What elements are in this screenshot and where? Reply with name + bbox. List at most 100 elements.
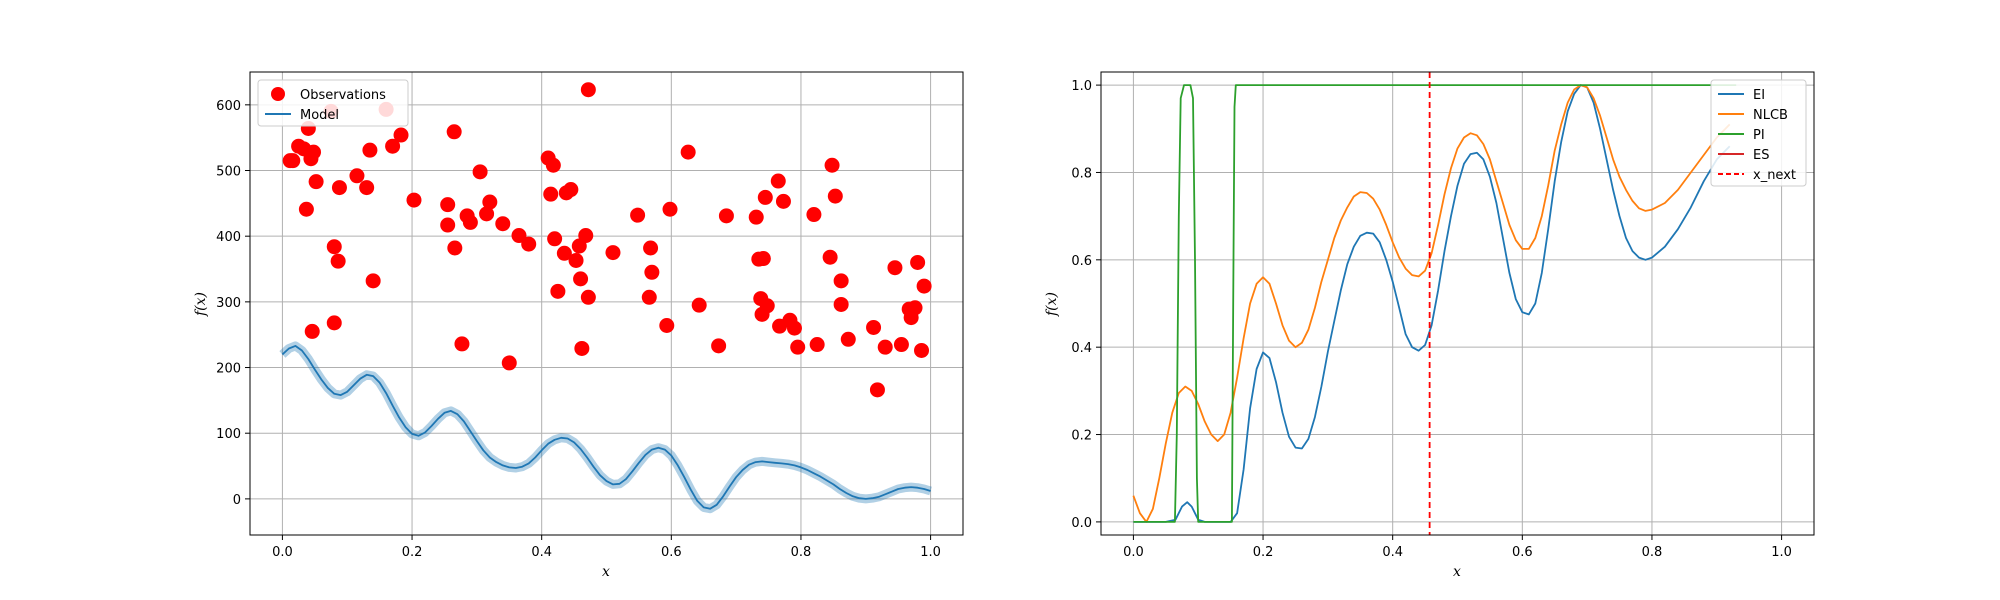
observation-point <box>907 300 923 316</box>
y-tick-label: 300 <box>216 296 241 311</box>
x-tick-label: 0.4 <box>1382 545 1403 560</box>
observation-point <box>833 296 849 312</box>
observation-point <box>605 245 621 261</box>
legend-label: ES <box>1753 148 1769 163</box>
y-tick-label: 0.6 <box>1071 254 1092 269</box>
observation-point <box>840 331 856 347</box>
observation-point <box>866 319 882 335</box>
legend-box <box>257 79 409 127</box>
observation-point <box>447 240 463 256</box>
observation-point <box>440 197 456 213</box>
acquisition-functions-chart: 0.0 0.2 0.4 0.6 0.8 1.0 0.0 0.2 0.4 0.6 0.8 1.0 x f… <box>1044 71 1815 580</box>
legend-label: x_next <box>1753 168 1796 183</box>
observation-point <box>662 201 678 217</box>
x-axis-label: x <box>1453 564 1461 580</box>
observation-point <box>550 283 566 299</box>
x-tick-label: 0.8 <box>791 545 812 560</box>
observation-point <box>556 245 572 261</box>
observation-point <box>308 174 324 190</box>
observation-point <box>298 201 314 217</box>
y-tick-label: 0.2 <box>1071 429 1092 444</box>
observation-point <box>578 228 594 244</box>
observation-point <box>472 164 488 180</box>
x-tick-label: 0.0 <box>1123 545 1144 560</box>
observation-point <box>406 192 422 208</box>
observation-point <box>462 214 478 230</box>
plot-frame <box>249 71 964 536</box>
observation-point <box>806 207 822 223</box>
y-axis-label: f(x) <box>1044 292 1060 317</box>
observation-point <box>545 157 561 173</box>
observation-point <box>809 337 825 353</box>
observation-point <box>718 208 734 224</box>
observation-point <box>893 337 909 353</box>
x-axis-label: x <box>602 564 610 580</box>
legend-box <box>1710 79 1807 187</box>
pi-line <box>1133 84 1737 523</box>
observation-point <box>573 271 589 287</box>
observation-point <box>887 260 903 276</box>
y-tick-label: 200 <box>216 362 241 377</box>
observation-point <box>393 127 409 143</box>
legend-label: PI <box>1753 128 1765 143</box>
observation-point <box>786 320 802 336</box>
x-tick-label: 0.6 <box>1512 545 1533 560</box>
observation-point <box>547 231 563 247</box>
data-marks <box>281 82 932 510</box>
observation-point <box>759 298 775 314</box>
plot-frame <box>1100 71 1815 536</box>
x-tick-label: 1.0 <box>1771 545 1792 560</box>
observation-point <box>641 289 657 305</box>
y-tick-label: 100 <box>216 427 241 442</box>
y-tick-label: 0.8 <box>1071 166 1092 181</box>
observation-point <box>359 180 375 196</box>
x-tick-label: 0.2 <box>1253 545 1274 560</box>
observation-point <box>306 144 322 160</box>
observation-point <box>362 142 378 158</box>
observation-point <box>644 264 660 280</box>
observation-point <box>869 382 885 398</box>
observation-point <box>827 188 843 204</box>
observation-point <box>580 82 596 98</box>
observation-point <box>454 336 470 352</box>
observation-point <box>833 273 849 289</box>
observation-point <box>757 189 773 205</box>
y-tick-label: 0.4 <box>1071 341 1092 356</box>
observation-point <box>914 342 930 358</box>
observation-point <box>877 339 893 355</box>
observation-point <box>659 318 675 334</box>
observation-point <box>440 217 456 233</box>
x-tick-label: 0.0 <box>272 545 293 560</box>
observation-point <box>563 182 579 198</box>
observation-point <box>521 236 537 252</box>
observation-point <box>910 254 926 270</box>
observation-point <box>574 340 590 356</box>
observation-point <box>770 173 786 189</box>
legend-label: Observations <box>300 88 386 103</box>
y-tick-label: 600 <box>216 99 241 114</box>
legend-swatch <box>271 87 285 101</box>
x-tick-label: 0.6 <box>661 545 682 560</box>
observation-point <box>482 194 498 210</box>
legend-label: NLCB <box>1753 108 1788 123</box>
x-tick-label: 1.0 <box>920 545 941 560</box>
legend-label: Model <box>300 108 339 123</box>
observation-point <box>501 355 517 371</box>
ei-line <box>1133 84 1731 523</box>
y-tick-label: 500 <box>216 165 241 180</box>
observation-point <box>446 124 462 140</box>
observation-point <box>822 249 838 265</box>
observation-point <box>543 186 559 202</box>
y-tick-label: 1.0 <box>1071 79 1092 94</box>
legend: EI NLCB PI ES x_next <box>1710 79 1807 187</box>
y-tick-label: 400 <box>216 230 241 245</box>
observation-point <box>643 240 659 256</box>
grid <box>1101 72 1814 535</box>
observation-point <box>331 180 347 196</box>
observation-point <box>916 278 932 294</box>
y-axis-label: f(x) <box>193 292 209 317</box>
x-tick-label: 0.4 <box>531 545 552 560</box>
observation-point <box>630 207 646 223</box>
